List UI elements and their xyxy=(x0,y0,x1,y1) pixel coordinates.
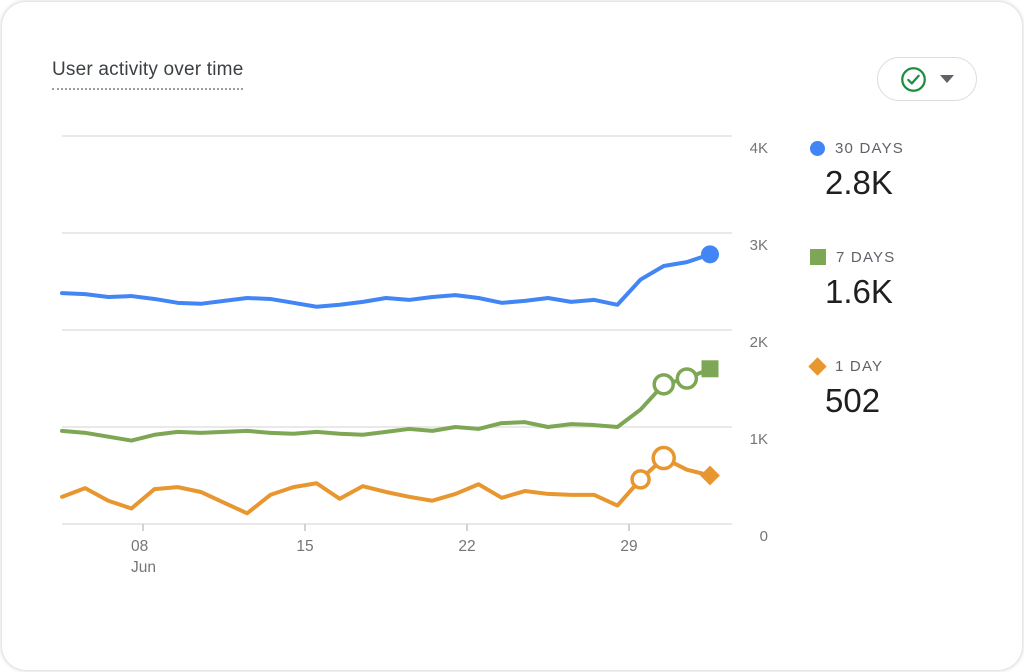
legend-marker-diamond-icon xyxy=(808,356,827,376)
legend-item-1-day[interactable]: 1 DAY 502 xyxy=(808,356,904,419)
series-line-1-day xyxy=(60,456,712,516)
legend-value: 502 xyxy=(825,382,881,419)
check-circle-icon xyxy=(901,66,926,92)
anomaly-point-icon xyxy=(630,469,651,490)
y-tick-label: 2K xyxy=(749,334,768,351)
legend-value: 2.8K xyxy=(825,164,893,201)
y-tick-label: 0 xyxy=(759,528,768,545)
end-marker-circle-icon xyxy=(701,245,719,264)
legend-label: 30 DAYS xyxy=(835,139,904,157)
legend-value: 1.6K xyxy=(825,273,893,310)
caret-down-icon xyxy=(940,75,954,83)
x-tick-label: 15 xyxy=(296,538,314,555)
legend-item-7-days[interactable]: 7 DAYS 1.6K xyxy=(810,248,904,310)
card-title: User activity over time xyxy=(52,59,244,90)
y-tick-label: 3K xyxy=(749,237,768,254)
legend-marker-circle-icon xyxy=(810,140,825,156)
x-month-label: Jun xyxy=(131,559,156,576)
legend-item-30-days[interactable]: 30 DAYS 2.8K xyxy=(810,139,904,201)
series-line-30-days xyxy=(60,252,712,309)
legend-label: 1 DAY xyxy=(835,357,884,375)
legend-marker-square-icon xyxy=(810,249,826,265)
user-activity-line-chart xyxy=(60,135,732,531)
y-tick-label: 4K xyxy=(749,140,768,157)
series-line-7-days xyxy=(60,366,712,443)
chart-legend: 30 DAYS 2.8K 7 DAYS 1.6K 1 DAY 502 xyxy=(808,139,904,466)
anomaly-point-icon xyxy=(652,373,675,396)
end-marker-diamond-icon xyxy=(700,465,720,486)
x-tick-label: 08 Jun xyxy=(131,538,156,576)
x-tick-label: 29 xyxy=(620,538,638,555)
y-tick-label: 1K xyxy=(749,431,768,448)
anomaly-point-icon xyxy=(651,445,676,471)
end-marker-square-icon xyxy=(701,360,719,378)
x-tick-label: 22 xyxy=(458,538,476,555)
legend-label: 7 DAYS xyxy=(836,248,896,266)
insights-dropdown-button[interactable] xyxy=(877,57,977,101)
anomaly-point-icon xyxy=(675,367,699,390)
